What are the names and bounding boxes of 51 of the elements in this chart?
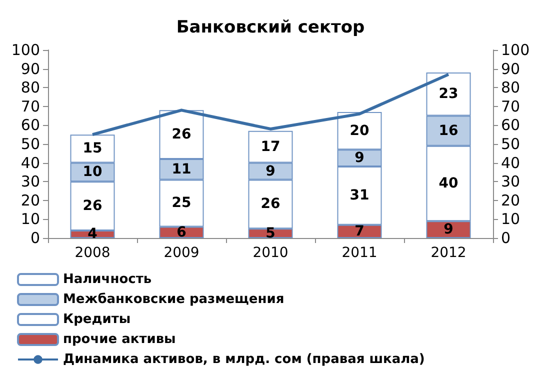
data-label: 11 — [172, 161, 192, 178]
legend-label: Межбанковские размещения — [63, 292, 284, 307]
y-tick-label: 0 — [30, 229, 40, 247]
y2-tick-label: 30 — [501, 172, 520, 191]
y2-tick-label: 80 — [501, 78, 520, 97]
data-label: 25 — [172, 195, 192, 212]
x-tick-label: 2011 — [342, 245, 378, 261]
data-label: 31 — [350, 188, 370, 204]
data-label: 26 — [260, 196, 280, 212]
data-label: 20 — [350, 122, 370, 139]
legend-label: Наличность — [63, 272, 152, 287]
data-label: 9 — [266, 163, 276, 180]
y2-tick-label: 10 — [501, 210, 520, 228]
x-tick-label: 2009 — [164, 245, 200, 261]
legend-label: Динамика активов, в млрд. сом (правая шкала) — [63, 352, 425, 367]
y-tick-label: 80 — [20, 78, 40, 97]
data-label: 7 — [354, 223, 364, 240]
x-tick-label: 2010 — [252, 245, 288, 261]
data-label: 23 — [438, 86, 458, 102]
y-tick-label: 20 — [20, 191, 40, 210]
y2-tick-label: 70 — [501, 97, 520, 116]
y2-tick-label: 100 — [501, 41, 530, 59]
x-tick-label: 2012 — [430, 245, 466, 261]
y-tick-label: 10 — [20, 210, 40, 228]
data-label: 26 — [82, 198, 102, 214]
legend-label: Кредиты — [63, 312, 131, 327]
y-tick-label: 40 — [20, 154, 40, 172]
y2-tick-label: 60 — [501, 116, 520, 134]
y2-tick-label: 20 — [501, 191, 520, 210]
y2-tick-label: 90 — [501, 60, 520, 78]
y2-tick-label: 0 — [501, 229, 511, 247]
data-label: 15 — [82, 140, 102, 157]
data-label: 26 — [172, 126, 192, 143]
y-tick-label: 100 — [11, 41, 40, 59]
y-tick-label: 60 — [20, 116, 40, 134]
x-tick-label: 2008 — [74, 245, 110, 261]
y-tick-label: 50 — [20, 135, 40, 153]
y2-tick-label: 40 — [501, 154, 520, 172]
y2-tick-label: 50 — [501, 135, 520, 153]
data-label: 6 — [176, 224, 186, 240]
y-tick-label: 30 — [20, 172, 40, 191]
legend-label: прочие активы — [63, 332, 176, 347]
data-label: 40 — [438, 175, 458, 192]
data-label: 10 — [82, 164, 102, 180]
data-label: 9 — [444, 222, 454, 238]
data-label: 16 — [438, 122, 458, 139]
y-tick-label: 70 — [20, 97, 40, 116]
y-tick-label: 90 — [20, 60, 40, 78]
chart-title: Банковский сектор — [176, 18, 365, 38]
data-label: 17 — [260, 138, 280, 155]
data-label: 9 — [354, 150, 364, 166]
